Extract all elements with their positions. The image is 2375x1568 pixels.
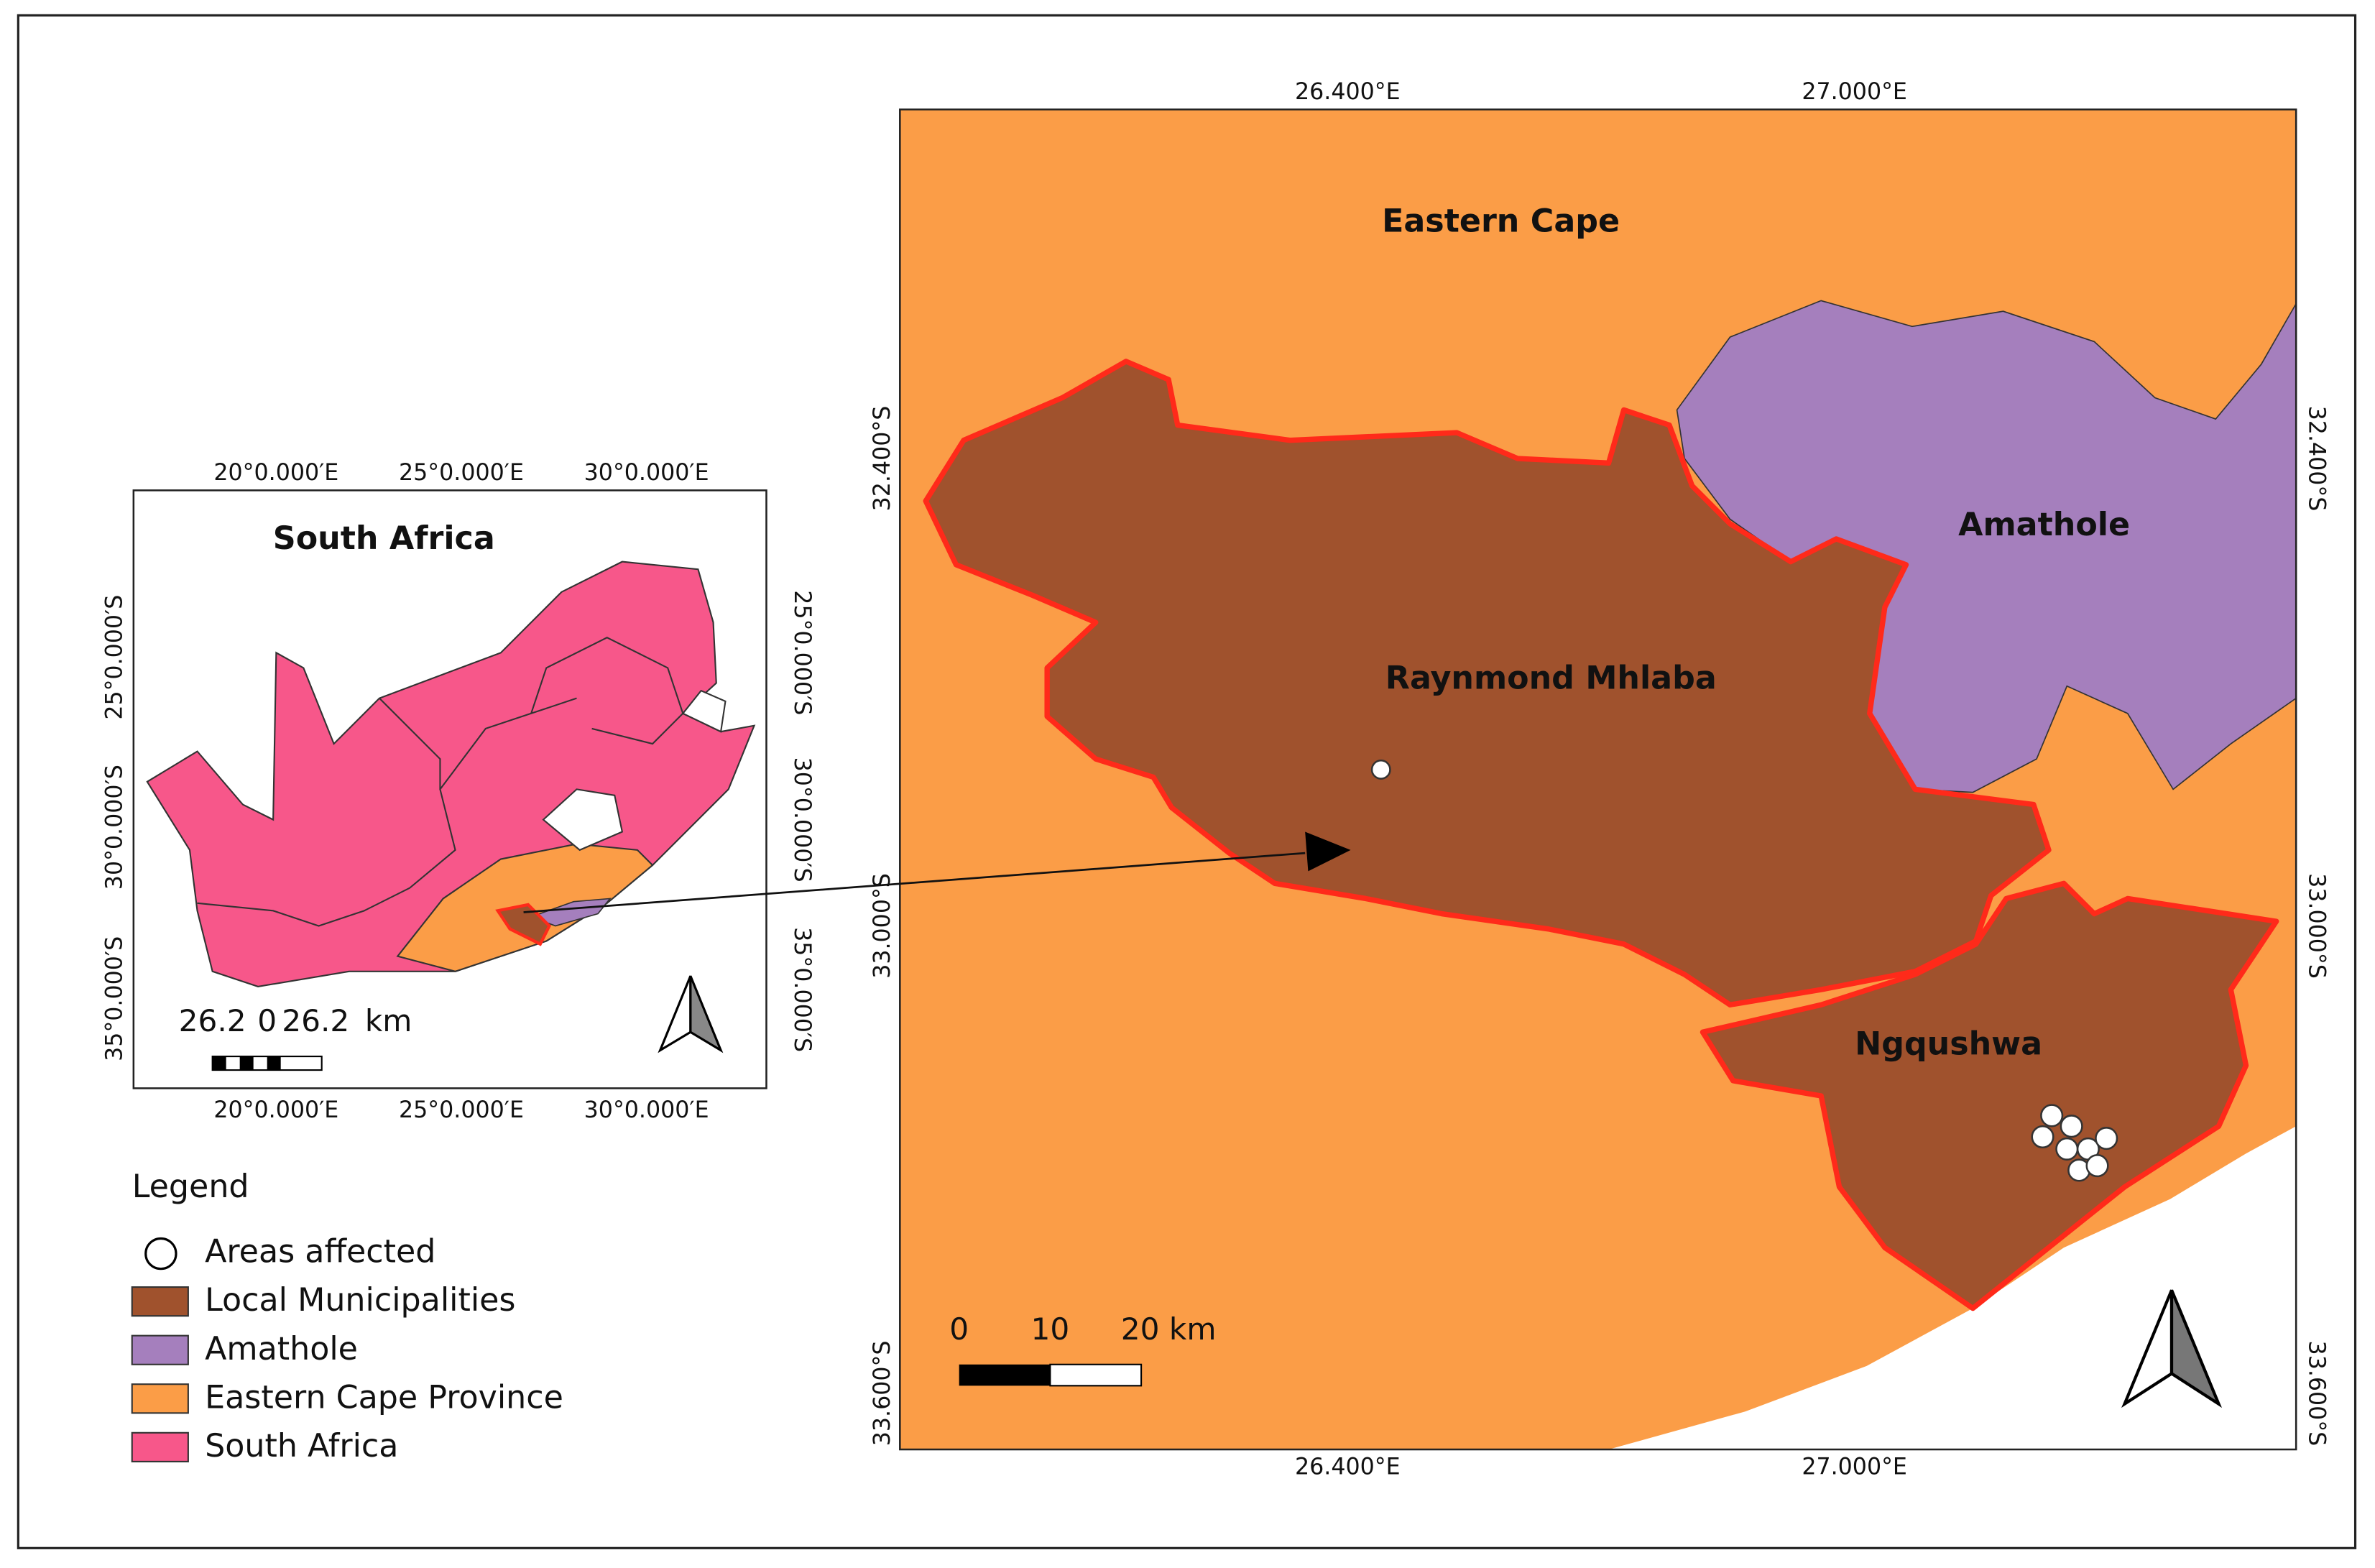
grid-label: 35°0.000′S <box>789 927 815 1052</box>
locator-arrowhead <box>1305 831 1351 872</box>
scale-bar <box>267 1056 281 1071</box>
legend-label: Amathole <box>205 1331 358 1368</box>
raymond-mhlaba-area <box>923 359 2052 1007</box>
grid-label: 25°0.000′E <box>399 1097 524 1123</box>
legend-symbol <box>131 1383 189 1414</box>
legend-symbol <box>131 1431 189 1462</box>
province-border <box>591 713 684 745</box>
grid-label: 25°0.000′S <box>789 590 815 715</box>
scale-label: 20 km <box>1121 1311 1217 1347</box>
affected-point <box>2085 1154 2109 1178</box>
north-arrow <box>2121 1289 2223 1408</box>
legend-title: Legend <box>132 1168 249 1205</box>
legend-label: Eastern Cape Province <box>205 1379 563 1416</box>
scale-label: 0 <box>257 1003 277 1038</box>
region-label: Raynmond Mhlaba <box>1385 660 1717 696</box>
grid-label: 20°0.000′E <box>213 460 338 486</box>
scale-label: km <box>365 1003 412 1038</box>
eswatini <box>681 689 727 733</box>
scale-bar <box>212 1056 226 1071</box>
legend-symbol <box>144 1237 177 1270</box>
region-label: Amathole <box>1958 507 2130 543</box>
province-border <box>530 637 684 714</box>
legend-symbol <box>131 1286 189 1317</box>
inset-north-arrow <box>658 975 724 1053</box>
inset-scale-bar <box>211 1056 323 1071</box>
sea <box>1608 1126 2297 1450</box>
grid-label: 30°0.000′E <box>584 460 709 486</box>
inset-title: South Africa <box>273 520 495 557</box>
region-label: Ngqushwa <box>1855 1025 2042 1062</box>
grid-label: 32.400°S <box>2304 406 2330 512</box>
affected-point <box>2031 1125 2055 1149</box>
legend-label: Local Municipalities <box>205 1282 515 1319</box>
grid-label: 26.400°E <box>1295 1454 1401 1480</box>
legend-symbol <box>131 1334 189 1365</box>
affected-point <box>2055 1137 2079 1161</box>
grid-label: 30°0.000′S <box>789 757 815 882</box>
region-label: Eastern Cape <box>1382 203 1620 240</box>
north-arrow-right <box>2169 1289 2223 1408</box>
legend-label: Areas affected <box>205 1234 435 1270</box>
affected-point <box>2060 1115 2083 1138</box>
scale-label: 26.2 <box>179 1003 246 1038</box>
scale-bar <box>1049 1363 1143 1387</box>
grid-label: 27.000°E <box>1802 79 1907 105</box>
affected-point <box>1370 759 1391 780</box>
grid-label: 25°0.000′S <box>101 595 127 720</box>
lesotho <box>542 788 624 852</box>
grid-label: 32.400°S <box>870 406 895 512</box>
grid-label: 30°0.000′E <box>584 1097 709 1123</box>
grid-label: 20°0.000′E <box>213 1097 338 1123</box>
affected-point <box>2040 1104 2064 1127</box>
scale-bar <box>959 1364 1051 1386</box>
scale-label: 26.2 <box>282 1003 349 1038</box>
province-border <box>197 697 577 927</box>
grid-label: 33.000°S <box>2304 873 2330 979</box>
legend-label: South Africa <box>205 1428 398 1465</box>
main-map-frame <box>899 109 2297 1451</box>
grid-label: 25°0.000′E <box>399 460 524 486</box>
scale-label: 10 <box>1031 1311 1070 1347</box>
grid-label: 33.000°S <box>870 873 895 979</box>
municipalities-inset <box>495 903 552 946</box>
affected-points <box>1370 759 2118 1182</box>
scale-bar <box>239 1056 254 1071</box>
north-arrow-right <box>689 975 724 1053</box>
grid-label: 30°0.000′S <box>101 765 127 890</box>
grid-label: 33.600°S <box>2304 1341 2330 1447</box>
grid-label: 33.600°S <box>870 1341 895 1447</box>
province-border <box>379 697 441 790</box>
locator-arrow <box>523 852 1306 913</box>
scale-label: 0 <box>949 1311 969 1347</box>
affected-point <box>2095 1127 2118 1150</box>
ngqushwa-area <box>1700 880 2279 1311</box>
grid-label: 35°0.000′S <box>101 936 127 1061</box>
grid-label: 26.400°E <box>1295 79 1401 105</box>
grid-label: 27.000°E <box>1802 1454 1907 1480</box>
